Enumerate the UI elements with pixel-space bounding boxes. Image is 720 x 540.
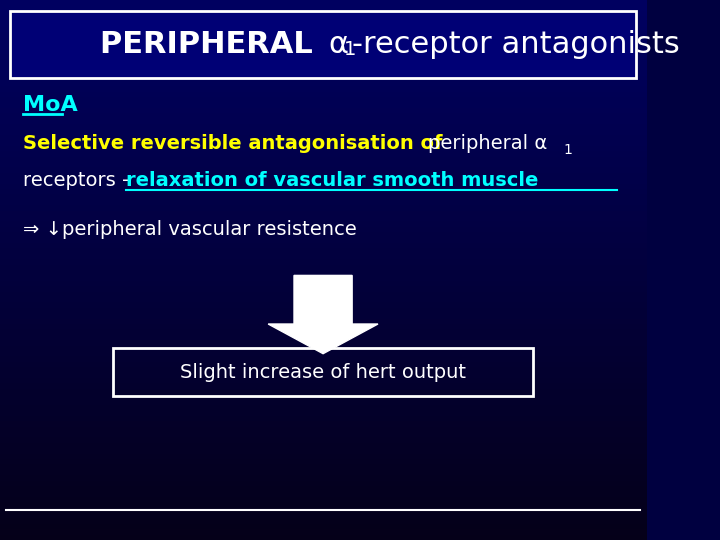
FancyBboxPatch shape — [9, 11, 636, 78]
Text: relaxation of vascular smooth muscle: relaxation of vascular smooth muscle — [126, 171, 539, 191]
Text: MoA: MoA — [22, 95, 77, 116]
Text: 1: 1 — [564, 143, 572, 157]
Polygon shape — [268, 275, 378, 354]
Text: PERIPHERAL: PERIPHERAL — [99, 30, 323, 59]
Text: α: α — [328, 30, 348, 59]
Text: -receptor antagonists: -receptor antagonists — [352, 30, 680, 59]
Text: peripheral α: peripheral α — [428, 133, 547, 153]
Text: Selective reversible antagonisation of: Selective reversible antagonisation of — [22, 133, 449, 153]
Text: 1: 1 — [343, 40, 356, 59]
Text: ⇒ ↓peripheral vascular resistence: ⇒ ↓peripheral vascular resistence — [22, 220, 356, 239]
Text: receptors –: receptors – — [22, 171, 138, 191]
Text: Slight increase of hert output: Slight increase of hert output — [180, 362, 466, 382]
